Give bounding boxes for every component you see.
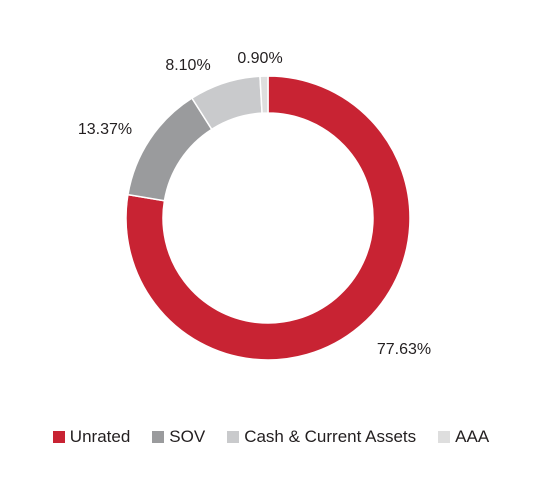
legend-label: SOV (169, 427, 206, 446)
legend-label: Unrated (69, 427, 131, 446)
legend-swatch (52, 431, 65, 443)
data-label-sov: 13.37% (78, 121, 132, 138)
data-label-aaa: 0.90% (237, 50, 282, 67)
slice-sov (127, 97, 213, 202)
legend-label: AAA (455, 427, 490, 446)
legend-item-sov: SOV (152, 427, 205, 447)
legend-swatch (152, 431, 165, 443)
slice-aaa (259, 75, 269, 114)
slice-unrated (125, 75, 411, 361)
legend-swatch (227, 431, 240, 443)
legend-item-aaa: AAA (438, 427, 489, 447)
data-label-cash-current-assets: 8.10% (165, 57, 210, 74)
legend-item-unrated: Unrated (52, 427, 131, 447)
legend: Unrated SOV Cash & Current Assets AAA (0, 427, 542, 447)
legend-label: Cash & Current Assets (244, 427, 417, 446)
legend-swatch (438, 431, 451, 443)
data-label-unrated: 77.63% (377, 341, 431, 358)
legend-item-cash-current-assets: Cash & Current Assets (227, 427, 416, 447)
donut-chart: 77.63% 13.37% 8.10% 0.90% (78, 50, 431, 361)
